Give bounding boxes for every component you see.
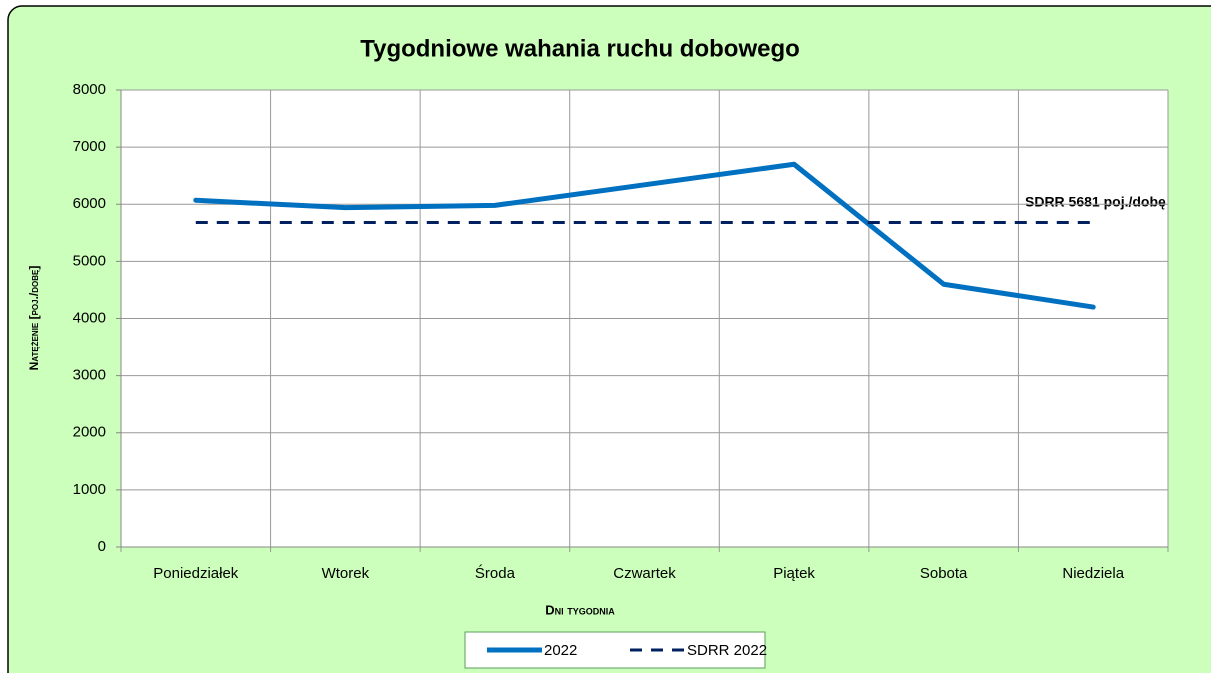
y-tick-label: 3000 (73, 367, 106, 384)
y-tick-label: 1000 (73, 481, 106, 498)
y-tick-label: 5000 (73, 252, 106, 269)
y-tick-label: 7000 (73, 138, 106, 155)
x-axis-title: Dni tygodnia (545, 602, 615, 617)
y-tick-label: 0 (98, 538, 106, 555)
chart-title: Tygodniowe wahania ruchu dobowego (360, 35, 800, 62)
x-tick-label: Środa (475, 564, 516, 582)
x-tick-label: Piątek (773, 565, 815, 582)
x-tick-label: Wtorek (322, 565, 370, 582)
y-axis-title: Natężenie [poj./dobę] (27, 266, 41, 371)
y-tick-label: 8000 (73, 81, 106, 98)
legend-label: 2022 (544, 642, 577, 659)
legend-label: SDRR 2022 (687, 642, 767, 659)
x-tick-label: Poniedziałek (153, 565, 239, 582)
annotation: SDRR 5681 poj./dobę (1025, 194, 1166, 210)
y-tick-label: 6000 (73, 195, 106, 212)
series-line (193, 161, 1096, 310)
x-tick-label: Czwartek (613, 565, 676, 582)
x-tick-label: Sobota (920, 565, 968, 582)
y-tick-label: 4000 (73, 309, 106, 326)
x-tick-label: Niedziela (1062, 565, 1124, 582)
y-tick-label: 2000 (73, 424, 106, 441)
